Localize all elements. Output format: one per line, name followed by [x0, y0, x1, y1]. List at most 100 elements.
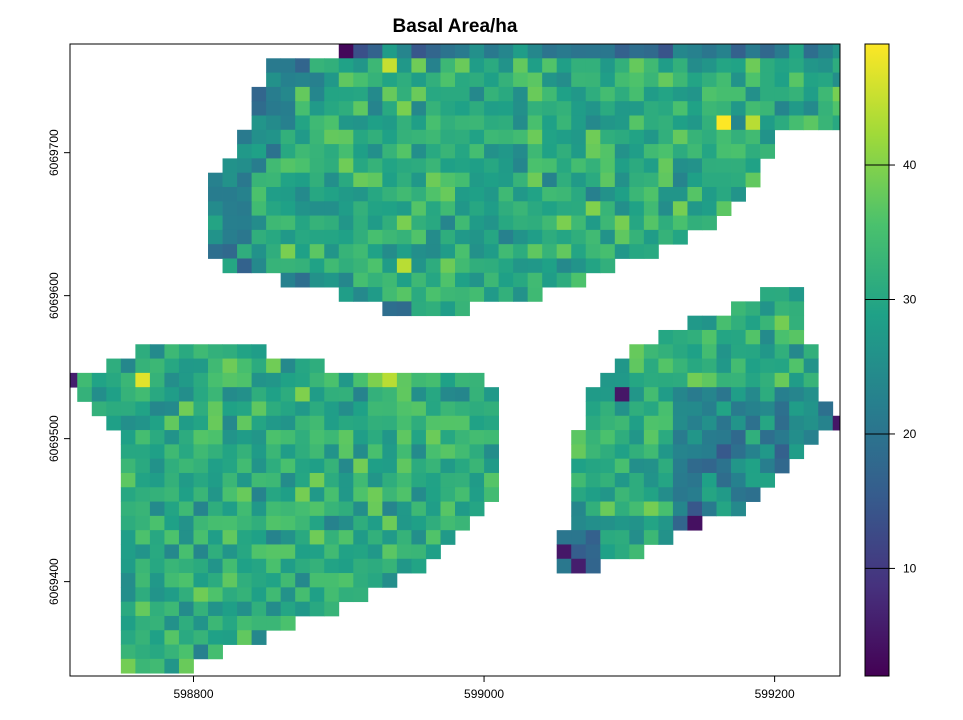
raster-cell [425, 58, 441, 73]
raster-cell [484, 201, 499, 216]
raster-cell [731, 72, 746, 88]
raster-cell [164, 401, 180, 417]
raster-cell [309, 415, 325, 431]
raster-cell [135, 558, 151, 574]
raster-cell [237, 258, 253, 274]
raster-cell [411, 101, 427, 116]
raster-cell [193, 472, 209, 488]
raster-cell [251, 515, 267, 531]
raster-cell [629, 472, 645, 488]
raster-cell [687, 515, 703, 531]
raster-cell [542, 158, 558, 174]
raster-cell [701, 372, 717, 388]
raster-cell [280, 615, 296, 631]
raster-cell [731, 172, 746, 188]
raster-cell [484, 272, 499, 288]
raster-cell [774, 58, 790, 73]
raster-cell [178, 558, 194, 574]
raster-cell [120, 458, 136, 474]
raster-cell [178, 630, 194, 645]
raster-cell [803, 115, 819, 131]
raster-cell [222, 601, 238, 617]
raster-cell [280, 186, 296, 202]
raster-cell [295, 415, 311, 431]
raster-cell [164, 415, 180, 431]
raster-cell [266, 86, 282, 102]
raster-cell [484, 144, 499, 159]
raster-cell [774, 101, 790, 116]
raster-cell [513, 244, 529, 259]
raster-cell [687, 129, 703, 145]
raster-cell [556, 558, 572, 574]
raster-cell [687, 186, 703, 202]
raster-cell [701, 401, 717, 417]
raster-cell [774, 444, 790, 460]
raster-cell [600, 258, 616, 274]
raster-cell [338, 401, 354, 417]
raster-cell [818, 44, 834, 59]
raster-cell [440, 444, 456, 460]
raster-cell [469, 258, 485, 274]
raster-cell [803, 430, 819, 445]
raster-cell [309, 229, 325, 245]
raster-cell [338, 72, 354, 88]
raster-cell [411, 129, 427, 145]
raster-cell [120, 472, 136, 488]
raster-cell [585, 472, 601, 488]
raster-cell [585, 115, 601, 131]
raster-cell [338, 530, 354, 545]
raster-cell [701, 129, 717, 145]
raster-cell [760, 315, 776, 331]
raster-cell [149, 344, 165, 359]
raster-cell [469, 387, 485, 402]
raster-cell [353, 544, 369, 560]
raster-cell [585, 58, 601, 73]
raster-cell [396, 258, 412, 274]
raster-cell [309, 544, 325, 560]
raster-cell [513, 229, 529, 245]
raster-cell [353, 244, 369, 259]
raster-cell [571, 44, 587, 59]
raster-cell [614, 444, 630, 460]
raster-cell [367, 58, 383, 73]
raster-cell [600, 158, 616, 174]
raster-cell [556, 86, 572, 102]
raster-cell [484, 444, 499, 460]
raster-cell [585, 430, 601, 445]
raster-cell [208, 401, 223, 417]
raster-cell [295, 58, 311, 73]
raster-cell [585, 401, 601, 417]
raster-cell [469, 58, 485, 73]
y-tick-label: 6069700 [47, 129, 61, 176]
raster-cell [760, 58, 776, 73]
raster-cell [425, 172, 441, 188]
raster-cell [672, 72, 688, 88]
raster-cell [237, 372, 253, 388]
raster-cell [658, 58, 674, 73]
raster-cell [222, 186, 238, 202]
raster-cell [687, 158, 703, 174]
raster-cell [396, 401, 412, 417]
raster-cell [295, 215, 311, 231]
raster-cell [324, 229, 340, 245]
raster-cell [513, 201, 529, 216]
raster-cell [309, 72, 325, 88]
raster-cell [745, 86, 761, 102]
raster-cell [542, 172, 558, 188]
raster-cell [135, 387, 151, 402]
raster-cell [440, 530, 456, 545]
raster-cell [251, 544, 267, 560]
raster-cell [484, 158, 499, 174]
raster-cell [556, 258, 572, 274]
raster-cell [266, 558, 282, 574]
raster-cell [382, 58, 398, 73]
raster-cell [731, 344, 746, 359]
raster-cell [614, 129, 630, 145]
raster-cell [513, 186, 529, 202]
raster-cell [687, 215, 703, 231]
raster-cell [237, 387, 253, 402]
raster-cell [411, 86, 427, 102]
raster-cell [789, 301, 805, 317]
raster-cell [309, 444, 325, 460]
raster-cell [527, 44, 543, 59]
